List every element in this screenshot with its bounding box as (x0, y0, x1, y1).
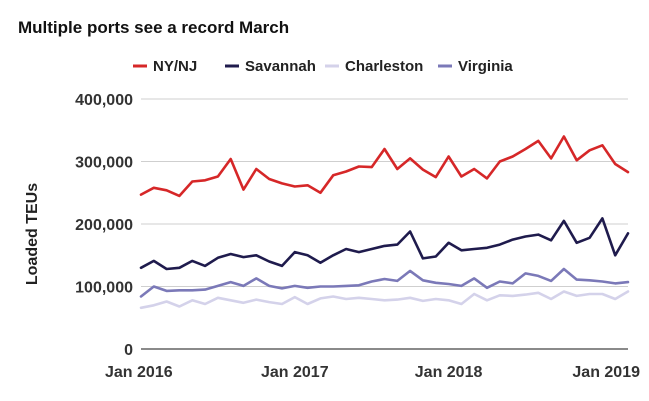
series-lines (139, 135, 630, 310)
series-line-savannah (139, 217, 630, 271)
x-tick-label: Jan 2016 (105, 364, 173, 381)
legend-label: Savannah (245, 58, 316, 75)
x-tick-label: Jan 2017 (261, 364, 329, 381)
x-tick-label: Jan 2018 (415, 364, 483, 381)
legend-label: Charleston (345, 58, 423, 75)
series-line-charleston (139, 290, 630, 310)
y-tick-label: 200,000 (75, 217, 133, 234)
series-line-virginia (139, 267, 630, 298)
series-line-ny-nj (139, 135, 630, 198)
chart-title: Multiple ports see a record March (18, 18, 290, 37)
y-tick-label: 400,000 (75, 92, 133, 109)
x-axis-ticks: Jan 2016 Jan 2017 Jan 2018 Jan 2019 (105, 364, 640, 381)
legend: NY/NJ Savannah Charleston Virginia (133, 58, 513, 75)
y-tick-label: 100,000 (75, 280, 133, 297)
y-tick-label: 300,000 (75, 155, 133, 172)
y-tick-label: 0 (124, 342, 133, 359)
y-axis-label: Loaded TEUs (24, 183, 41, 285)
x-tick-label: Jan 2019 (572, 364, 640, 381)
y-axis-ticks: 0 100,000 200,000 300,000 400,000 (75, 92, 133, 359)
gridlines (141, 98, 628, 350)
legend-label: Virginia (458, 58, 513, 75)
legend-label: NY/NJ (153, 58, 197, 75)
